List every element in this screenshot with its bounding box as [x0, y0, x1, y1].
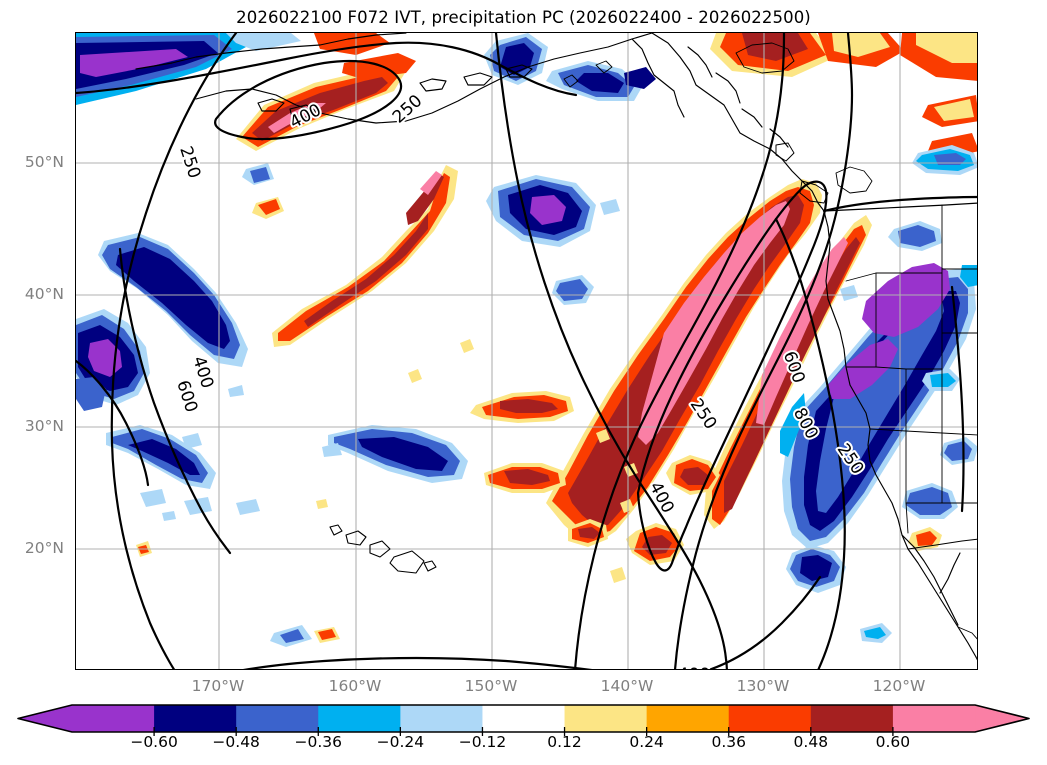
- colorbar-tick-label: 0.36: [711, 733, 746, 751]
- precip-pc-shading: [76, 33, 977, 647]
- colorbar-band: [482, 705, 565, 732]
- colorbar-ticks: [153, 727, 894, 736]
- colorbar-tick-label: −0.24: [376, 733, 425, 751]
- colorbar-outline: [17, 704, 1030, 733]
- lon-tick-150w: 150°W: [464, 677, 518, 695]
- colorbar-band: [892, 705, 976, 732]
- colorbar-canvas: [17, 704, 1030, 736]
- colorbar-extend-min: [18, 705, 72, 732]
- colorbar-tick-label: −0.60: [130, 733, 178, 751]
- colorbar-band: [646, 705, 730, 732]
- map-canvas: 400 250 250 400 600 250 600 800 250 400 …: [76, 33, 977, 670]
- lon-tick-120w: 120°W: [872, 677, 926, 695]
- colorbar-band: [318, 705, 401, 732]
- colorbar-band: [400, 705, 483, 732]
- colorbar-band: [564, 705, 648, 732]
- colorbar-tick-label: 0.60: [875, 733, 911, 751]
- colorbar-band: [728, 705, 812, 732]
- colorbar-tick-label: 0.24: [629, 733, 664, 751]
- lon-tick-130w: 130°W: [736, 677, 790, 695]
- map-plot-area: 400 250 250 400 600 250 600 800 250 400 …: [75, 32, 978, 670]
- colorbar-tick-label: −0.12: [458, 733, 507, 751]
- ivt-contours: [76, 33, 977, 669]
- lat-tick-50n: 50°N: [24, 153, 64, 171]
- colorbar-band: [236, 705, 319, 732]
- colorbar: −0.60 −0.48 −0.36 −0.24 −0.12 0.12 0.24 0.36 0.4…: [0, 701, 1047, 765]
- lat-tick-40n: 40°N: [24, 285, 64, 303]
- colorbar-band: [810, 705, 894, 732]
- colorbar-tick-label: 0.48: [793, 733, 829, 751]
- svg-text:250: 250: [175, 144, 204, 181]
- lat-tick-20n: 20°N: [24, 539, 64, 557]
- colorbar-tick-label: −0.36: [294, 733, 343, 751]
- page-title: 2026022100 F072 IVT, precipitation PC (2…: [236, 8, 811, 27]
- lat-tick-30n: 30°N: [24, 417, 64, 435]
- lon-tick-170w: 170°W: [191, 677, 245, 695]
- colorbar-extend-max: [975, 705, 1029, 732]
- colorbar-band: [154, 705, 237, 732]
- colorbar-band: [72, 705, 155, 732]
- coastlines: [135, 33, 977, 661]
- colorbar-tick-label: −0.48: [212, 733, 260, 751]
- svg-text:400: 400: [678, 665, 710, 670]
- lon-tick-160w: 160°W: [328, 677, 382, 695]
- colorbar-bands: [18, 705, 1029, 732]
- lon-tick-140w: 140°W: [600, 677, 654, 695]
- colorbar-tick-label: 0.12: [547, 733, 582, 751]
